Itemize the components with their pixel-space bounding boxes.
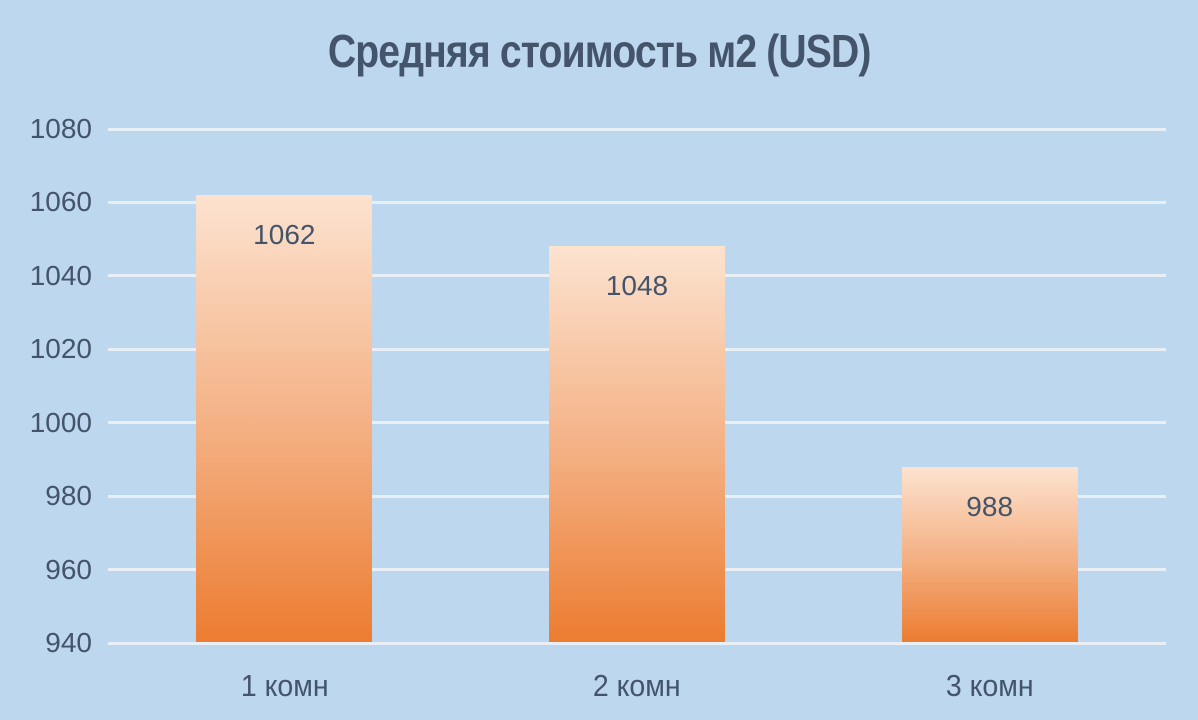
x-axis-category-label: 2 комн	[517, 668, 757, 704]
y-axis-tick-label: 960	[45, 553, 92, 585]
data-label: 1062	[253, 219, 316, 251]
chart-title-text: Средняя стоимость м2 (USD)	[327, 25, 872, 77]
gridline	[108, 200, 1166, 204]
x-axis-category-label: 1 комн	[164, 668, 404, 704]
gridline	[108, 127, 1166, 131]
data-label: 1048	[605, 270, 669, 302]
x-axis-category-label: 3 комн	[870, 668, 1110, 704]
y-axis-tick-label: 980	[45, 480, 92, 512]
x-axis-category-label-text: 1 комн	[240, 668, 329, 703]
bar-3 комн: 988	[901, 466, 1078, 643]
x-axis-category-label-text: 2 комн	[593, 668, 681, 703]
data-label: 988	[966, 490, 1014, 522]
y-axis-tick-label: 1020	[29, 333, 92, 365]
y-axis-tick-label: 1000	[29, 406, 92, 438]
x-axis-line	[108, 641, 1166, 645]
chart-title: Средняя стоимость м2 (USD)	[0, 24, 1198, 78]
y-axis-tick-label: 940	[45, 627, 92, 658]
bar-1 комн: 1062	[196, 195, 373, 643]
bar-2 комн: 1048	[549, 246, 725, 643]
y-axis-tick-label: 1080	[29, 113, 92, 144]
x-axis-category-label-text: 3 комн	[945, 668, 1034, 703]
y-axis-tick-label: 1040	[29, 259, 92, 291]
y-axis-tick-label: 1060	[29, 186, 92, 218]
